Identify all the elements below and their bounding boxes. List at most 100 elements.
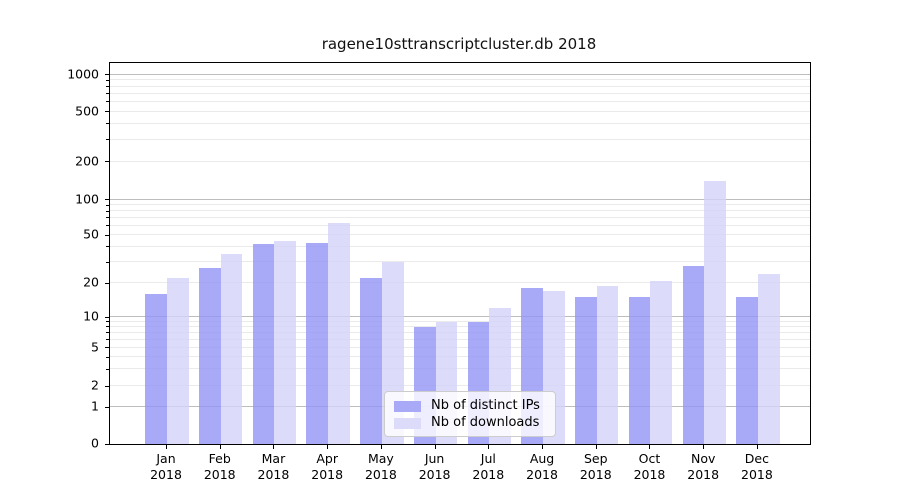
y-axis-minor-tick <box>106 225 109 227</box>
y-axis-minor-tick <box>106 332 109 334</box>
gridline-minor <box>110 385 810 387</box>
y-axis-minor-tick <box>106 123 109 125</box>
gridline-minor <box>110 224 810 226</box>
y-tick-label: 1 <box>91 398 99 414</box>
x-tick-year-label: 2018 <box>150 466 182 482</box>
x-axis-tick <box>273 444 275 449</box>
y-tick-label: 10 <box>83 308 99 324</box>
gridline-minor <box>110 368 810 370</box>
gridline-minor <box>110 138 810 140</box>
x-tick-year-label: 2018 <box>741 466 773 482</box>
plot-area: Nb of distinct IPs Nb of downloads <box>104 62 811 445</box>
x-tick-label-jun: Jun 2018 <box>418 451 451 482</box>
x-tick-year-label: 2018 <box>418 466 451 482</box>
y-axis-minor-tick <box>106 282 109 284</box>
x-tick-label-oct: Oct 2018 <box>633 451 666 482</box>
y-axis-minor-tick <box>106 356 109 358</box>
legend: Nb of distinct IPs Nb of downloads <box>384 391 556 437</box>
gridline-major <box>110 198 810 200</box>
x-axis-tick <box>488 444 490 449</box>
gridline-major <box>110 73 810 75</box>
x-tick-year-label: 2018 <box>311 466 344 482</box>
x-tick-label-jul: Jul 2018 <box>472 451 505 482</box>
y-axis-minor-tick <box>106 234 109 236</box>
y-axis-minor-tick <box>106 368 109 370</box>
x-axis-tick <box>756 444 758 449</box>
bar-distinct-ips-nov <box>682 265 705 444</box>
x-tick-label-may: May 2018 <box>364 451 397 482</box>
x-axis-tick <box>542 444 544 449</box>
gridline-minor <box>110 100 810 102</box>
y-axis-minor-tick <box>106 101 109 103</box>
bar-distinct-ips-jan <box>145 294 167 444</box>
gridline-minor <box>110 346 810 348</box>
gridline-minor <box>110 85 810 87</box>
gridline-major <box>110 316 810 318</box>
bar-distinct-ips-apr <box>306 243 329 444</box>
y-axis-minor-tick <box>106 321 109 323</box>
bar-downloads-apr <box>328 223 350 444</box>
bar-downloads-dec <box>757 273 780 444</box>
gridline-minor <box>110 245 810 247</box>
y-axis-minor-tick <box>106 139 109 140</box>
x-axis-tick <box>434 444 436 449</box>
gridline-minor <box>110 325 810 327</box>
y-tick-label: 1000 <box>67 66 99 82</box>
y-axis-minor-tick <box>106 93 109 95</box>
gridline-minor <box>110 160 810 162</box>
x-tick-label-dec: Dec 2018 <box>741 451 773 482</box>
y-axis-tick <box>104 74 109 76</box>
bar-distinct-ips-may <box>360 278 382 444</box>
gridline-minor <box>110 92 810 94</box>
x-tick-label-aug: Aug 2018 <box>526 451 558 482</box>
x-tick-label-sep: Sep 2018 <box>579 451 612 482</box>
bar-distinct-ips-mar <box>252 244 275 444</box>
gridline-minor <box>110 110 810 112</box>
x-tick-label-mar: Mar 2018 <box>257 451 290 482</box>
x-tick-year-label: 2018 <box>203 466 236 482</box>
x-axis-tick <box>219 444 221 449</box>
y-axis-minor-tick <box>106 246 109 248</box>
x-tick-label-jan: Jan 2018 <box>150 451 182 482</box>
x-tick-year-label: 2018 <box>472 466 505 482</box>
x-tick-year-label: 2018 <box>364 466 397 482</box>
x-axis-tick <box>703 444 705 449</box>
legend-item-distinct-ips: Nb of distinct IPs <box>394 398 546 414</box>
x-axis-tick <box>649 444 651 449</box>
y-axis-minor-tick <box>106 339 109 341</box>
x-tick-year-label: 2018 <box>633 466 666 482</box>
y-axis-minor-tick <box>106 347 109 349</box>
y-tick-label: 2 <box>91 377 99 393</box>
y-axis-tick <box>104 316 109 318</box>
y-axis-minor-tick <box>106 261 109 263</box>
x-axis-tick <box>380 444 382 449</box>
bar-distinct-ips-feb <box>199 267 221 444</box>
legend-swatch-downloads <box>394 417 421 429</box>
y-axis: 0 1 2 5 10 20 50 100 200 500 1000 <box>0 62 99 450</box>
y-tick-label: 0 <box>91 435 99 451</box>
y-tick-label: 100 <box>75 191 99 207</box>
x-axis-tick <box>327 444 329 449</box>
y-axis-minor-tick <box>106 204 109 206</box>
legend-label-distinct-ips: Nb of distinct IPs <box>431 398 540 413</box>
gridline-minor <box>110 338 810 340</box>
bar-downloads-mar <box>274 240 297 444</box>
y-axis-minor-tick <box>106 210 109 212</box>
gridline-minor <box>110 79 810 81</box>
chart-title: ragene10sttranscriptcluster.db 2018 <box>321 35 597 53</box>
y-axis-minor-tick <box>106 86 109 88</box>
gridline-minor <box>110 204 810 205</box>
y-axis-minor-tick <box>106 326 109 328</box>
y-axis-tick <box>104 443 109 445</box>
y-tick-label: 50 <box>83 226 99 242</box>
legend-swatch-distinct-ips <box>394 400 421 412</box>
y-tick-label: 20 <box>83 274 99 290</box>
bar-distinct-ips-dec <box>736 297 758 444</box>
y-axis-minor-tick <box>106 385 109 387</box>
x-tick-year-label: 2018 <box>687 466 720 482</box>
x-tick-year-label: 2018 <box>579 466 612 482</box>
gridline-minor <box>110 122 810 124</box>
x-tick-year-label: 2018 <box>257 466 290 482</box>
gridline-minor <box>110 320 810 322</box>
